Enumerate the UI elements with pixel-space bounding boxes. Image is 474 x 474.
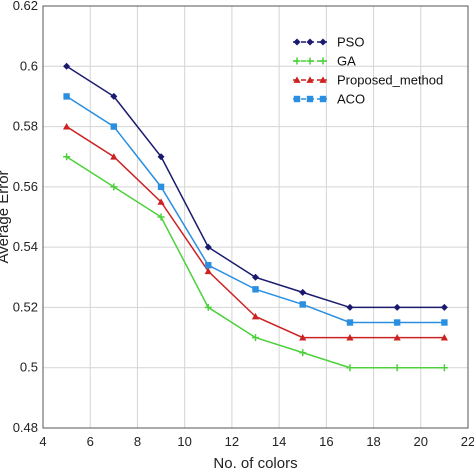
- x-tick-label: 18: [366, 434, 380, 449]
- legend-item-aco: ACO: [293, 92, 365, 107]
- data-point-ga: [393, 364, 401, 372]
- data-point-aco: [205, 262, 212, 269]
- legend-marker: [293, 38, 301, 46]
- x-tick-label: 14: [272, 434, 286, 449]
- plot-area: [42, 5, 469, 429]
- data-point-aco: [157, 183, 165, 191]
- data-point-proposed-method: [299, 333, 307, 341]
- legend-label: PSO: [337, 35, 364, 50]
- x-tick-label: 16: [319, 434, 333, 449]
- data-point-proposed-method: [63, 122, 71, 130]
- series-aco: [63, 93, 448, 326]
- y-axis-title: Average Error: [0, 170, 12, 263]
- data-point-aco: [393, 319, 401, 326]
- x-tick-label: 22: [461, 434, 474, 449]
- legend-marker: [306, 57, 314, 65]
- x-axis-title: No. of colors: [213, 455, 297, 472]
- y-tick-label: 0.48: [13, 420, 38, 435]
- legend-item-pso: PSO: [293, 35, 364, 50]
- data-point-ga: [299, 349, 307, 357]
- data-point-aco: [252, 286, 259, 293]
- data-point-pso: [63, 62, 71, 70]
- data-point-ga: [440, 364, 448, 372]
- data-point-pso: [157, 153, 165, 161]
- series-line-proposed-method: [66, 125, 445, 339]
- data-point-proposed-method: [346, 333, 354, 341]
- data-point-proposed-method: [393, 333, 401, 341]
- data-point-ga: [204, 303, 212, 311]
- data-point-aco: [299, 301, 306, 308]
- data-point-proposed-method: [251, 312, 260, 320]
- legend-marker: [319, 95, 327, 103]
- data-point-pso: [346, 303, 354, 311]
- data-point-pso: [252, 273, 259, 281]
- legend-label: ACO: [337, 92, 365, 107]
- y-tick-label: 0.52: [13, 299, 38, 314]
- series: [63, 62, 448, 372]
- series-ga: [63, 153, 448, 372]
- data-point-ga: [346, 364, 354, 372]
- legend-item-proposed-method: Proposed_method: [293, 73, 443, 88]
- legend-label: Proposed_method: [337, 73, 443, 88]
- legend-marker: [319, 57, 327, 65]
- legend-marker: [293, 76, 301, 83]
- data-point-ga: [252, 334, 259, 342]
- data-point-ga: [157, 213, 165, 221]
- data-point-aco: [110, 123, 118, 130]
- data-point-aco: [346, 319, 354, 326]
- y-tick-label: 0.58: [13, 119, 38, 134]
- data-point-pso: [393, 303, 401, 311]
- data-point-pso: [299, 288, 307, 296]
- data-point-proposed-method: [440, 333, 448, 341]
- y-tick-label: 0.56: [13, 179, 38, 194]
- y-tick-labels: 0.48 0.5 0.52 0.54 0.56 0.58 0.6 0.62: [13, 0, 38, 435]
- x-tick-label: 6: [87, 434, 94, 449]
- legend-marker: [319, 38, 327, 46]
- legend-marker: [293, 57, 301, 65]
- data-point-aco: [63, 93, 70, 100]
- grid: [42, 5, 469, 429]
- data-point-ga: [110, 183, 118, 191]
- series-pso: [63, 62, 448, 311]
- x-tick-labels: 4 6 8 10 12 14 16 18 20 22: [39, 434, 474, 449]
- x-tick-label: 8: [134, 434, 141, 449]
- data-point-pso: [204, 243, 212, 251]
- data-point-proposed-method: [110, 153, 118, 160]
- legend: PSO GA Proposed_method ACO: [293, 35, 443, 107]
- legend-marker: [319, 76, 327, 83]
- y-tick-label: 0.5: [20, 360, 38, 375]
- legend-marker: [306, 76, 314, 83]
- y-tick-label: 0.6: [20, 58, 38, 73]
- legend-marker: [293, 95, 301, 103]
- legend-marker: [306, 95, 314, 103]
- data-point-proposed-method: [157, 198, 165, 205]
- series-proposed-method: [63, 122, 448, 341]
- x-tick-label: 20: [414, 434, 428, 449]
- data-point-proposed-method: [204, 267, 212, 275]
- data-point-ga: [63, 153, 71, 161]
- y-tick-label: 0.54: [13, 239, 38, 254]
- data-point-pso: [440, 303, 448, 311]
- x-tick-label: 4: [39, 434, 46, 449]
- y-tick-label: 0.62: [13, 0, 38, 13]
- x-tick-label: 10: [177, 434, 191, 449]
- legend-label: GA: [337, 54, 356, 69]
- data-point-pso: [110, 92, 118, 100]
- data-point-aco: [441, 319, 448, 326]
- legend-item-ga: GA: [293, 54, 356, 69]
- legend-marker: [306, 38, 314, 46]
- x-tick-label: 12: [225, 434, 239, 449]
